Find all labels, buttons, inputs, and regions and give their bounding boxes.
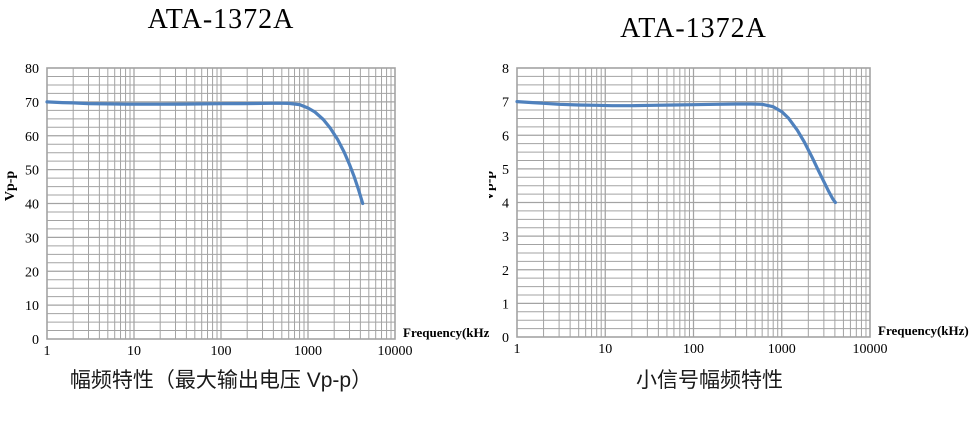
x-tick-label: 1 xyxy=(44,344,51,359)
x-axis-title: Frequency(kHz) xyxy=(403,325,489,340)
chart-caption: 幅频特性（最大输出电压 Vp-p） xyxy=(69,369,373,392)
chart-title: ATA-1372A xyxy=(620,13,767,44)
y-tick-label: 7 xyxy=(502,96,509,111)
x-tick-label: 1 xyxy=(514,342,521,357)
x-tick-label: 100 xyxy=(683,342,704,357)
y-tick-label: 80 xyxy=(25,62,39,77)
y-tick-label: 50 xyxy=(25,164,39,179)
y-tick-label: 0 xyxy=(32,333,39,348)
chart-caption: 小信号幅频特性 xyxy=(636,369,783,392)
y-tick-label: 60 xyxy=(25,130,39,145)
x-tick-label: 10000 xyxy=(378,344,413,359)
x-tick-label: 10 xyxy=(127,344,141,359)
y-tick-label: 6 xyxy=(502,129,509,144)
y-tick-label: 4 xyxy=(502,197,509,212)
data-series-line xyxy=(45,100,365,206)
y-axis-title: Vp-p xyxy=(489,171,497,202)
y-tick-label: 30 xyxy=(25,231,39,246)
plot-border xyxy=(516,67,871,338)
data-series-line xyxy=(515,99,837,205)
x-tick-label: 100 xyxy=(211,344,232,359)
x-axis-title: Frequency(kHz) xyxy=(878,323,969,338)
y-tick-label: 40 xyxy=(25,198,39,213)
plot-border xyxy=(46,67,396,340)
y-tick-label: 20 xyxy=(25,265,39,280)
x-tick-label: 1000 xyxy=(294,344,322,359)
y-tick-label: 1 xyxy=(502,297,509,312)
y-tick-label: 2 xyxy=(502,264,509,279)
y-axis-title: Vp-p xyxy=(3,171,18,202)
plot-area: 0 10 20 30 40 50 60 70 80 1 10 100 1000 10000 Frequenc… xyxy=(3,62,489,359)
y-tick-label: 5 xyxy=(502,163,509,178)
chart-small-signal-panel: ATA-1372A 0 1 2 3 4 5 6 7 8 1 10 100 1000 10000 Freque… xyxy=(489,0,979,442)
y-tick-label: 70 xyxy=(25,96,39,111)
x-tick-label: 10000 xyxy=(853,342,888,357)
x-tick-label: 1000 xyxy=(768,342,796,357)
chart-max-output-panel: ATA-1372A 0 10 20 30 40 50 60 70 80 1 10 100 1000 100… xyxy=(0,0,489,442)
x-tick-label: 10 xyxy=(598,342,612,357)
chart-title: ATA-1372A xyxy=(147,4,295,35)
y-tick-label: 3 xyxy=(502,230,509,245)
y-tick-label: 8 xyxy=(502,62,509,77)
y-tick-label: 10 xyxy=(25,299,39,314)
y-tick-label: 0 xyxy=(502,331,509,346)
